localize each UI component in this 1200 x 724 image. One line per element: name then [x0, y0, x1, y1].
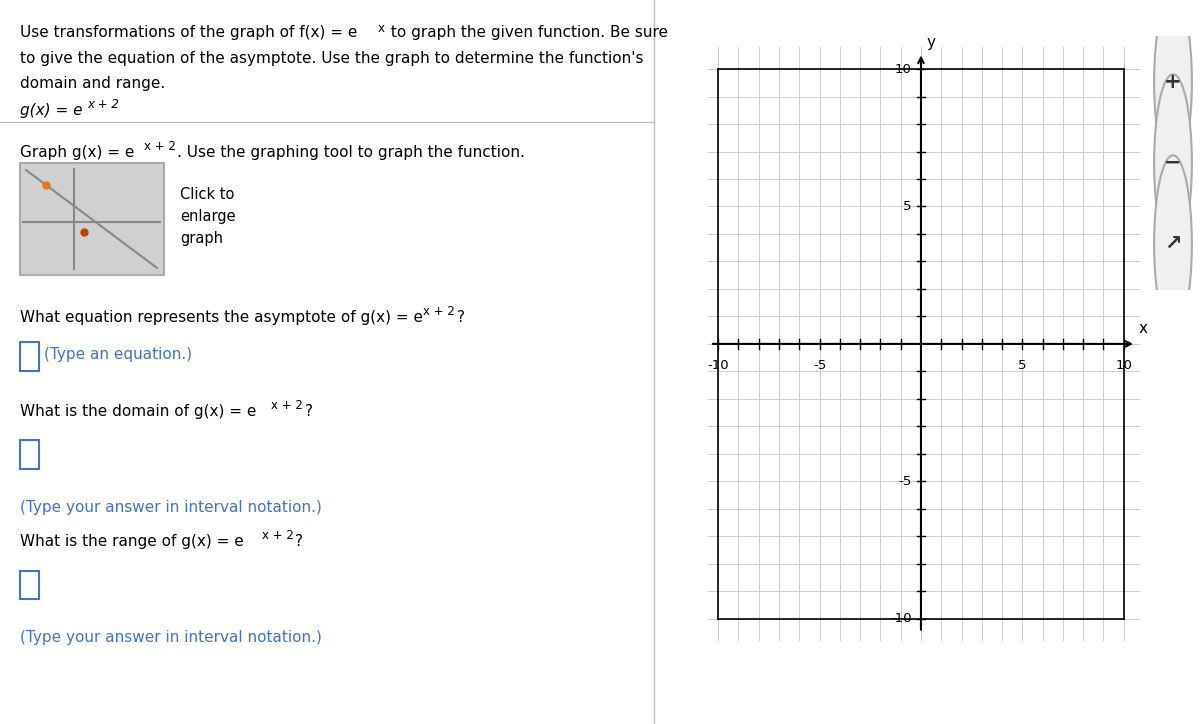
Text: ↗: ↗	[1164, 234, 1182, 254]
Bar	[19, 163, 163, 275]
Text: Graph g(x) = e: Graph g(x) = e	[19, 145, 134, 160]
Text: 5: 5	[904, 200, 912, 213]
Text: -5: -5	[899, 475, 912, 488]
Text: Use transformations of the graph of f(x) = e: Use transformations of the graph of f(x)…	[19, 25, 356, 41]
Text: (Type your answer in interval notation.): (Type your answer in interval notation.)	[19, 630, 322, 645]
Text: (Type an equation.): (Type an equation.)	[44, 348, 192, 362]
Text: 10: 10	[895, 62, 912, 75]
Text: (Type your answer in interval notation.): (Type your answer in interval notation.)	[19, 500, 322, 515]
Text: What equation represents the asymptote of g(x) = e: What equation represents the asymptote o…	[19, 310, 422, 325]
Text: to graph the given function. Be sure: to graph the given function. Be sure	[386, 25, 668, 41]
Text: g(x) = e: g(x) = e	[19, 103, 82, 118]
Text: -10: -10	[890, 613, 912, 626]
Circle shape	[1154, 156, 1192, 333]
Text: What is the domain of g(x) = e: What is the domain of g(x) = e	[19, 404, 256, 419]
Text: to give the equation of the asymptote. Use the graph to determine the function's: to give the equation of the asymptote. U…	[19, 51, 643, 66]
Text: domain and range.: domain and range.	[19, 76, 164, 91]
Text: ?: ?	[295, 534, 302, 550]
Text: 5: 5	[1018, 359, 1027, 372]
Text: ?: ?	[456, 310, 464, 325]
Text: y: y	[926, 35, 935, 50]
Text: ?: ?	[305, 404, 313, 419]
Text: Click to
enlarge
graph: Click to enlarge graph	[180, 187, 235, 246]
Text: x + 2: x + 2	[271, 399, 304, 412]
Text: x: x	[1139, 321, 1148, 336]
Text: x + 2: x + 2	[262, 529, 294, 542]
Text: 10: 10	[1115, 359, 1133, 372]
Text: -5: -5	[812, 359, 826, 372]
Text: . Use the graphing tool to graph the function.: . Use the graphing tool to graph the fun…	[176, 145, 524, 160]
Text: What is the range of g(x) = e: What is the range of g(x) = e	[19, 534, 244, 550]
Bar	[19, 342, 40, 371]
Text: x + 2: x + 2	[144, 140, 175, 153]
Text: -10: -10	[707, 359, 728, 372]
Text: x + 2: x + 2	[424, 305, 455, 318]
Text: +: +	[1164, 72, 1182, 92]
Text: −: −	[1164, 153, 1182, 173]
Text: x: x	[378, 22, 385, 35]
Circle shape	[1154, 75, 1192, 252]
Bar	[19, 440, 40, 469]
Text: x + 2: x + 2	[88, 98, 120, 111]
Circle shape	[1154, 0, 1192, 170]
Bar	[19, 571, 40, 599]
